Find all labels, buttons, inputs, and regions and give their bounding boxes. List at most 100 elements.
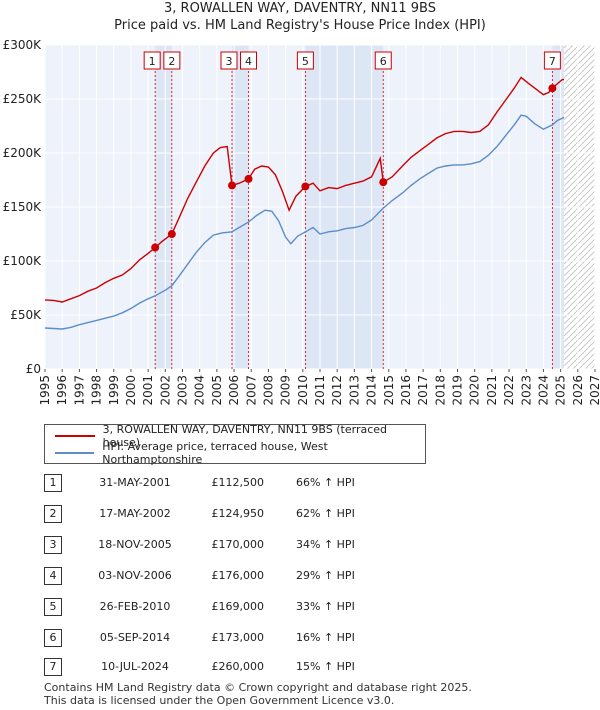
legend-price-label: 3, ROWALLEN WAY, DAVENTRY, NN11 9BS (ter…: [102, 423, 388, 449]
x-tick-label: 1995: [38, 375, 52, 406]
sale-row: 5 26-FEB-2010 £169,000 33% ↑ HPI: [44, 598, 444, 618]
sale-number: 1: [44, 474, 62, 492]
sale-point: [548, 84, 557, 93]
x-tick-label: 2004: [193, 375, 207, 406]
x-tick-label: 2001: [141, 375, 155, 406]
sale-label-number: 4: [245, 55, 252, 68]
sale-date: 31-MAY-2001: [99, 476, 171, 489]
x-tick-label: 2000: [124, 375, 138, 406]
sale-point: [244, 174, 253, 183]
price-paid-line: [44, 76, 565, 303]
sale-price: £260,000: [211, 660, 265, 673]
sale-date: 26-FEB-2010: [99, 600, 171, 613]
sale-label-number: 1: [149, 55, 156, 68]
sale-number: 3: [44, 536, 62, 554]
sale-label-number: 7: [549, 55, 556, 68]
x-tick-label: 2018: [433, 375, 447, 406]
sale-date: 03-NOV-2006: [98, 569, 172, 582]
x-tick-label: 1996: [55, 375, 69, 406]
chart-legend: 3, ROWALLEN WAY, DAVENTRY, NN11 9BS (ter…: [44, 423, 426, 466]
x-tick-label: 2009: [279, 375, 293, 406]
price-chart: 1 2 3 4 5 6 7£0£50K£100K£150K£200K£250K£300K19…: [3, 38, 600, 406]
sale-number: 5: [44, 598, 62, 616]
x-tick-label: 2024: [536, 375, 550, 406]
y-tick-label: £100K: [3, 254, 43, 268]
chart-subtitle: Price paid vs. HM Land Registry's House …: [114, 18, 486, 33]
x-tick-label: 1998: [90, 375, 104, 406]
y-tick-label: £300K: [3, 38, 43, 52]
x-tick-label: 2027: [588, 375, 600, 406]
x-tick-label: 2022: [502, 375, 516, 406]
legend-hpi-label: HPI: Average price, terraced house, West…: [102, 440, 328, 466]
sale-hpi-diff: 34% ↑ HPI: [296, 538, 355, 551]
legend-entry-price: 3, ROWALLEN WAY, DAVENTRY, NN11 9BS (ter…: [55, 423, 425, 449]
x-tick-label: 2002: [158, 375, 172, 406]
sale-price: £112,500: [211, 476, 265, 489]
y-tick-label: £250K: [3, 92, 43, 106]
x-tick-label: 2012: [330, 375, 344, 406]
x-tick-label: 2007: [244, 375, 258, 406]
sale-hpi-diff: 29% ↑ HPI: [296, 569, 355, 582]
sale-label-box: [163, 51, 181, 70]
x-tick-label: 2023: [519, 375, 533, 406]
sale-label-number: 5: [302, 55, 309, 68]
sale-number: 7: [44, 658, 62, 676]
y-tick-label: £200K: [3, 146, 43, 160]
x-tick-label: 2026: [571, 375, 585, 406]
sale-row: 2 17-MAY-2002 £124,950 62% ↑ HPI: [44, 505, 444, 525]
sale-date: 18-NOV-2005: [98, 538, 172, 551]
x-tick-label: 2008: [261, 375, 275, 406]
footer-licence: This data is licensed under the Open Gov…: [44, 694, 395, 707]
sale-point: [301, 182, 310, 191]
sale-point: [379, 178, 388, 187]
y-tick-label: £150K: [3, 200, 43, 214]
x-tick-label: 2019: [451, 375, 465, 406]
x-tick-label: 2021: [485, 375, 499, 406]
y-tick-label: £50K: [10, 308, 42, 322]
sale-point: [228, 181, 236, 190]
sale-label-number: 2: [168, 55, 175, 68]
footer-copyright: Contains HM Land Registry data © Crown c…: [44, 681, 472, 694]
sale-row: 6 05-SEP-2014 £173,000 16% ↑ HPI: [44, 629, 444, 649]
sale-price: £124,950: [211, 507, 265, 520]
sale-label-box: [374, 51, 392, 70]
sale-row: 1 31-MAY-2001 £112,500 66% ↑ HPI: [44, 474, 444, 494]
x-tick-label: 2025: [554, 375, 568, 406]
sale-price: £173,000: [211, 631, 265, 644]
x-tick-label: 2006: [227, 375, 241, 406]
sale-price: £170,000: [211, 538, 265, 551]
sale-hpi-diff: 66% ↑ HPI: [296, 476, 355, 489]
x-tick-label: 2003: [176, 375, 190, 406]
sale-number: 4: [44, 567, 62, 585]
sale-date: 17-MAY-2002: [99, 507, 171, 520]
sale-hpi-diff: 16% ↑ HPI: [296, 631, 355, 644]
sale-label-box: [543, 51, 561, 70]
x-tick-label: 2020: [468, 375, 482, 406]
sale-number: 6: [44, 629, 62, 647]
sale-hpi-diff: 15% ↑ HPI: [296, 660, 355, 673]
sale-label-box: [240, 51, 257, 70]
x-tick-label: 2011: [313, 375, 327, 406]
x-tick-label: 2014: [365, 375, 379, 406]
x-tick-label: 2017: [416, 375, 430, 406]
y-tick-label: £0: [26, 362, 41, 376]
sale-point: [151, 243, 160, 252]
legend-entry-hpi: HPI: Average price, terraced house, West…: [55, 440, 425, 466]
sale-label-box: [296, 51, 314, 70]
chart-title: 3, ROWALLEN WAY, DAVENTRY, NN11 9BS: [164, 1, 436, 16]
sale-price: £176,000: [211, 569, 265, 582]
sale-number: 2: [44, 505, 62, 523]
hpi-line: [44, 114, 565, 330]
x-tick-label: 2015: [382, 375, 396, 406]
price-line-swatch: [55, 435, 95, 437]
x-tick-label: 2010: [296, 375, 310, 406]
x-tick-label: 2016: [399, 375, 413, 406]
sale-date: 10-JUL-2024: [101, 660, 169, 673]
sale-point: [167, 230, 176, 239]
x-tick-label: 1997: [72, 375, 86, 406]
sale-label-box: [143, 51, 161, 70]
sale-date: 05-SEP-2014: [99, 631, 171, 644]
hpi-line-swatch: [55, 452, 95, 454]
sale-label-number: 6: [380, 55, 387, 68]
sale-label-number: 3: [226, 55, 233, 68]
